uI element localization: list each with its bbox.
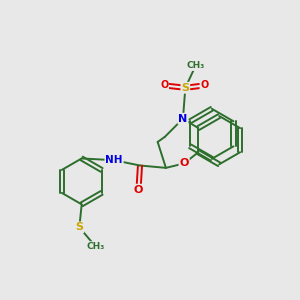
Text: CH₃: CH₃ (187, 61, 205, 70)
Text: O: O (200, 80, 208, 90)
Text: O: O (179, 158, 189, 168)
Text: CH₃: CH₃ (86, 242, 105, 251)
Text: S: S (75, 222, 83, 232)
Text: N: N (178, 114, 188, 124)
Text: NH: NH (105, 155, 123, 165)
Text: O: O (134, 185, 143, 195)
Text: O: O (160, 80, 168, 90)
Text: S: S (181, 83, 189, 93)
